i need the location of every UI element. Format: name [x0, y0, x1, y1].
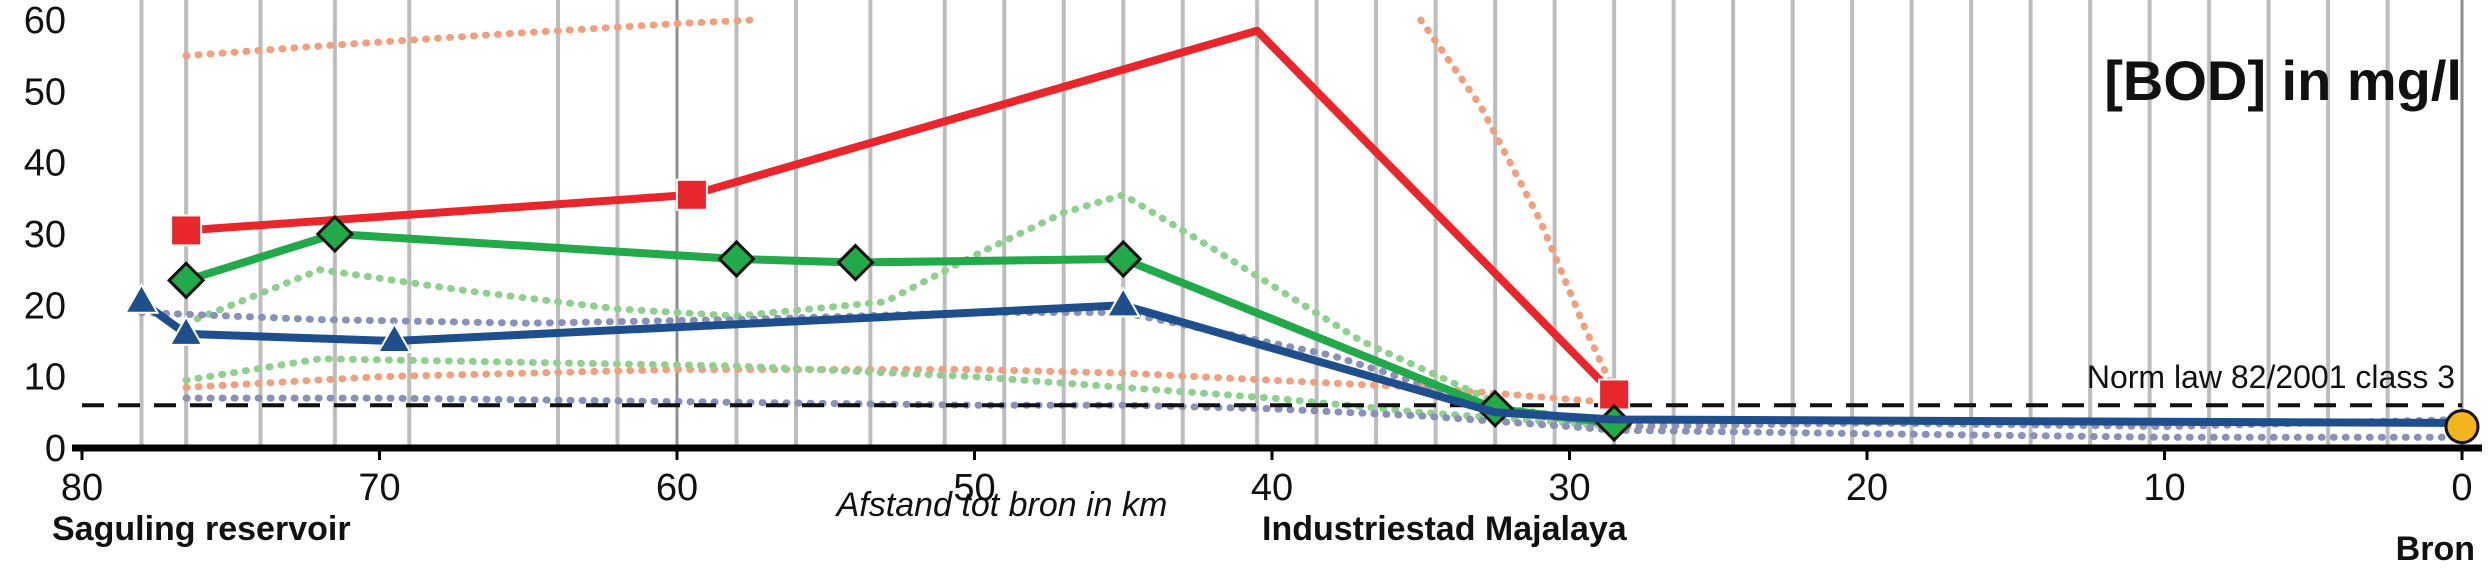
y-tick-label: 30 — [24, 214, 66, 256]
x-tick-label: 70 — [358, 467, 400, 509]
dotted-band — [182, 366, 1603, 406]
endpoint-marker — [2444, 409, 2480, 445]
x-tick-label: 10 — [2143, 467, 2185, 509]
x-tick-label: 60 — [656, 467, 698, 509]
y-tick-label: 20 — [24, 285, 66, 327]
series-line — [182, 230, 1619, 427]
dotted-band — [182, 394, 2466, 441]
x-tick-label: 30 — [1548, 467, 1590, 509]
dotted-band — [1417, 16, 1618, 395]
place-label-bron: Bron — [2396, 530, 2475, 567]
data-point-diamond — [717, 239, 756, 279]
data-point-diamond — [836, 243, 875, 282]
dotted-band — [182, 191, 1618, 427]
data-point-triangle — [1105, 286, 1141, 318]
data-point-diamond — [1104, 239, 1143, 279]
data-point-square — [675, 178, 708, 211]
x-tick-label: 40 — [1251, 467, 1293, 509]
y-tick-label: 40 — [24, 143, 66, 185]
y-tick-label: 60 — [24, 0, 66, 42]
dotted-band — [182, 16, 755, 60]
x-tick-label: 0 — [2451, 467, 2472, 509]
x-tick-label: 20 — [1846, 467, 1888, 509]
data-point-square — [170, 214, 203, 247]
y-tick-label: 50 — [24, 71, 66, 113]
x-tick-label: 80 — [61, 467, 103, 509]
series-line — [182, 26, 1619, 399]
axis-layer: 0 10 20 30 40 50 60 80 70 60 50 40 30 20 10 0 — [24, 0, 2482, 509]
series-layer — [123, 26, 2480, 445]
place-label-majalaya: Industriestad Majalaya — [1262, 510, 1628, 548]
chart-title: [BOD] in mg/l — [2104, 49, 2462, 112]
y-tick-label: 10 — [24, 357, 66, 399]
dotted-band — [182, 355, 1618, 431]
data-point-diamond — [315, 214, 354, 254]
x-axis-title: Afstand tot bron in km — [835, 486, 1168, 524]
data-point-triangle — [376, 321, 413, 353]
data-point-diamond — [167, 261, 206, 300]
y-tick-label: 0 — [45, 428, 66, 470]
norm-line-label: Norm law 82/2001 class 3 — [2087, 359, 2455, 395]
place-label-saguling: Saguling reservoir — [52, 510, 351, 548]
data-point-triangle — [168, 314, 204, 346]
data-point-triangle — [123, 282, 160, 314]
x-tick-label: 50 — [953, 467, 995, 509]
